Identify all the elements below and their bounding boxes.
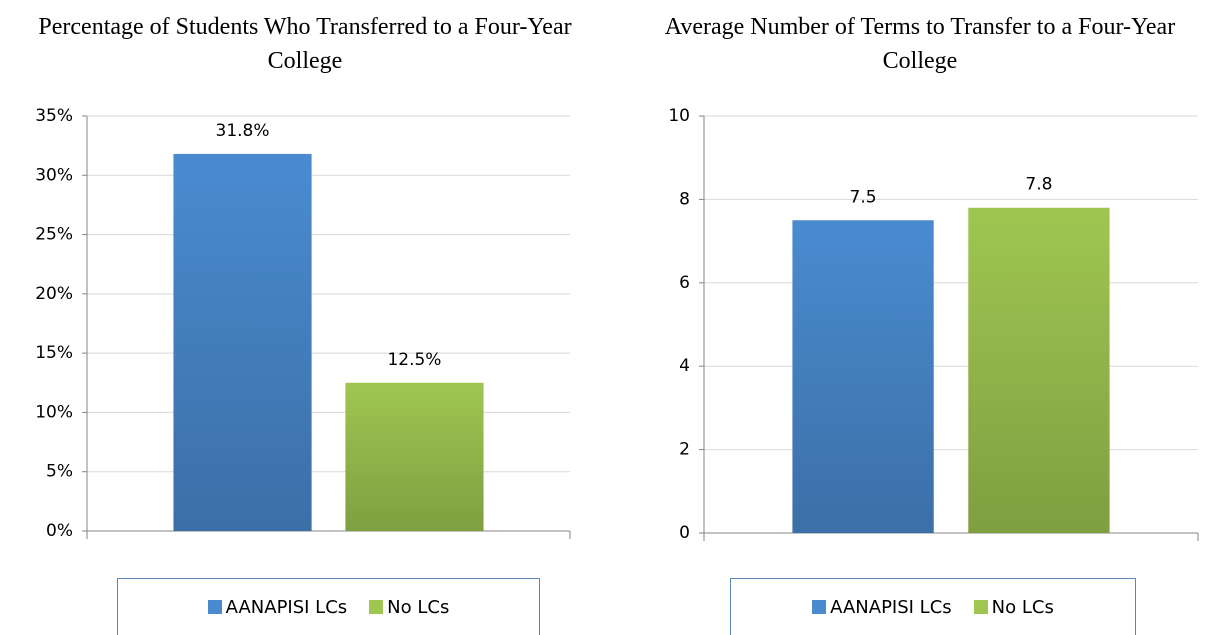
- y-tick-label: 4: [679, 356, 690, 376]
- legend-item: AANAPISI LCs: [812, 597, 952, 618]
- y-tick-label: 25%: [35, 225, 73, 245]
- legend-item: No LCs: [973, 596, 1054, 618]
- y-tick-label: 30%: [35, 165, 73, 185]
- legend-swatch: [973, 600, 988, 614]
- y-tick-label: 10: [668, 106, 690, 126]
- bar-shade: [968, 207, 1110, 534]
- data-label: 7.5: [850, 187, 877, 207]
- y-tick-label: 35%: [35, 106, 73, 126]
- y-tick-label: 6: [679, 273, 690, 293]
- bar-shade: [345, 382, 484, 531]
- y-tick-label: 5%: [46, 462, 73, 482]
- data-label: 7.8: [1025, 175, 1052, 195]
- y-tick-label: 0%: [46, 521, 73, 541]
- legend-item: No LCs: [369, 597, 449, 618]
- y-tick-label: 10%: [35, 402, 73, 422]
- legend-label: AANAPISI LCs: [225, 596, 348, 618]
- legend-swatch: [812, 600, 827, 614]
- data-label: 31.8%: [216, 121, 270, 141]
- data-label: 12.5%: [387, 350, 441, 370]
- legend-label: AANAPISI LCs: [830, 596, 952, 618]
- legend-swatch: [369, 600, 384, 614]
- legend-item: AANAPISI LCs: [207, 596, 348, 618]
- y-tick-label: 0: [679, 523, 690, 543]
- legend: AANAPISI LCs No LCs: [730, 578, 1136, 635]
- y-tick-label: 8: [679, 189, 690, 209]
- bar-shade: [792, 220, 934, 533]
- legend: AANAPISI LCs No LCs: [117, 578, 540, 635]
- y-tick-label: 20%: [35, 284, 73, 304]
- chart-title: Average Number of Terms to Transfer to a…: [664, 14, 1176, 74]
- chart-title: Percentage of Students Who Transferred t…: [38, 14, 572, 74]
- y-tick-label: 2: [679, 440, 690, 460]
- bar-shade: [173, 153, 312, 531]
- y-tick-label: 15%: [35, 343, 73, 363]
- legend-swatch: [207, 600, 222, 614]
- legend-label: No LCs: [991, 596, 1054, 618]
- legend-label: No LCs: [387, 596, 450, 618]
